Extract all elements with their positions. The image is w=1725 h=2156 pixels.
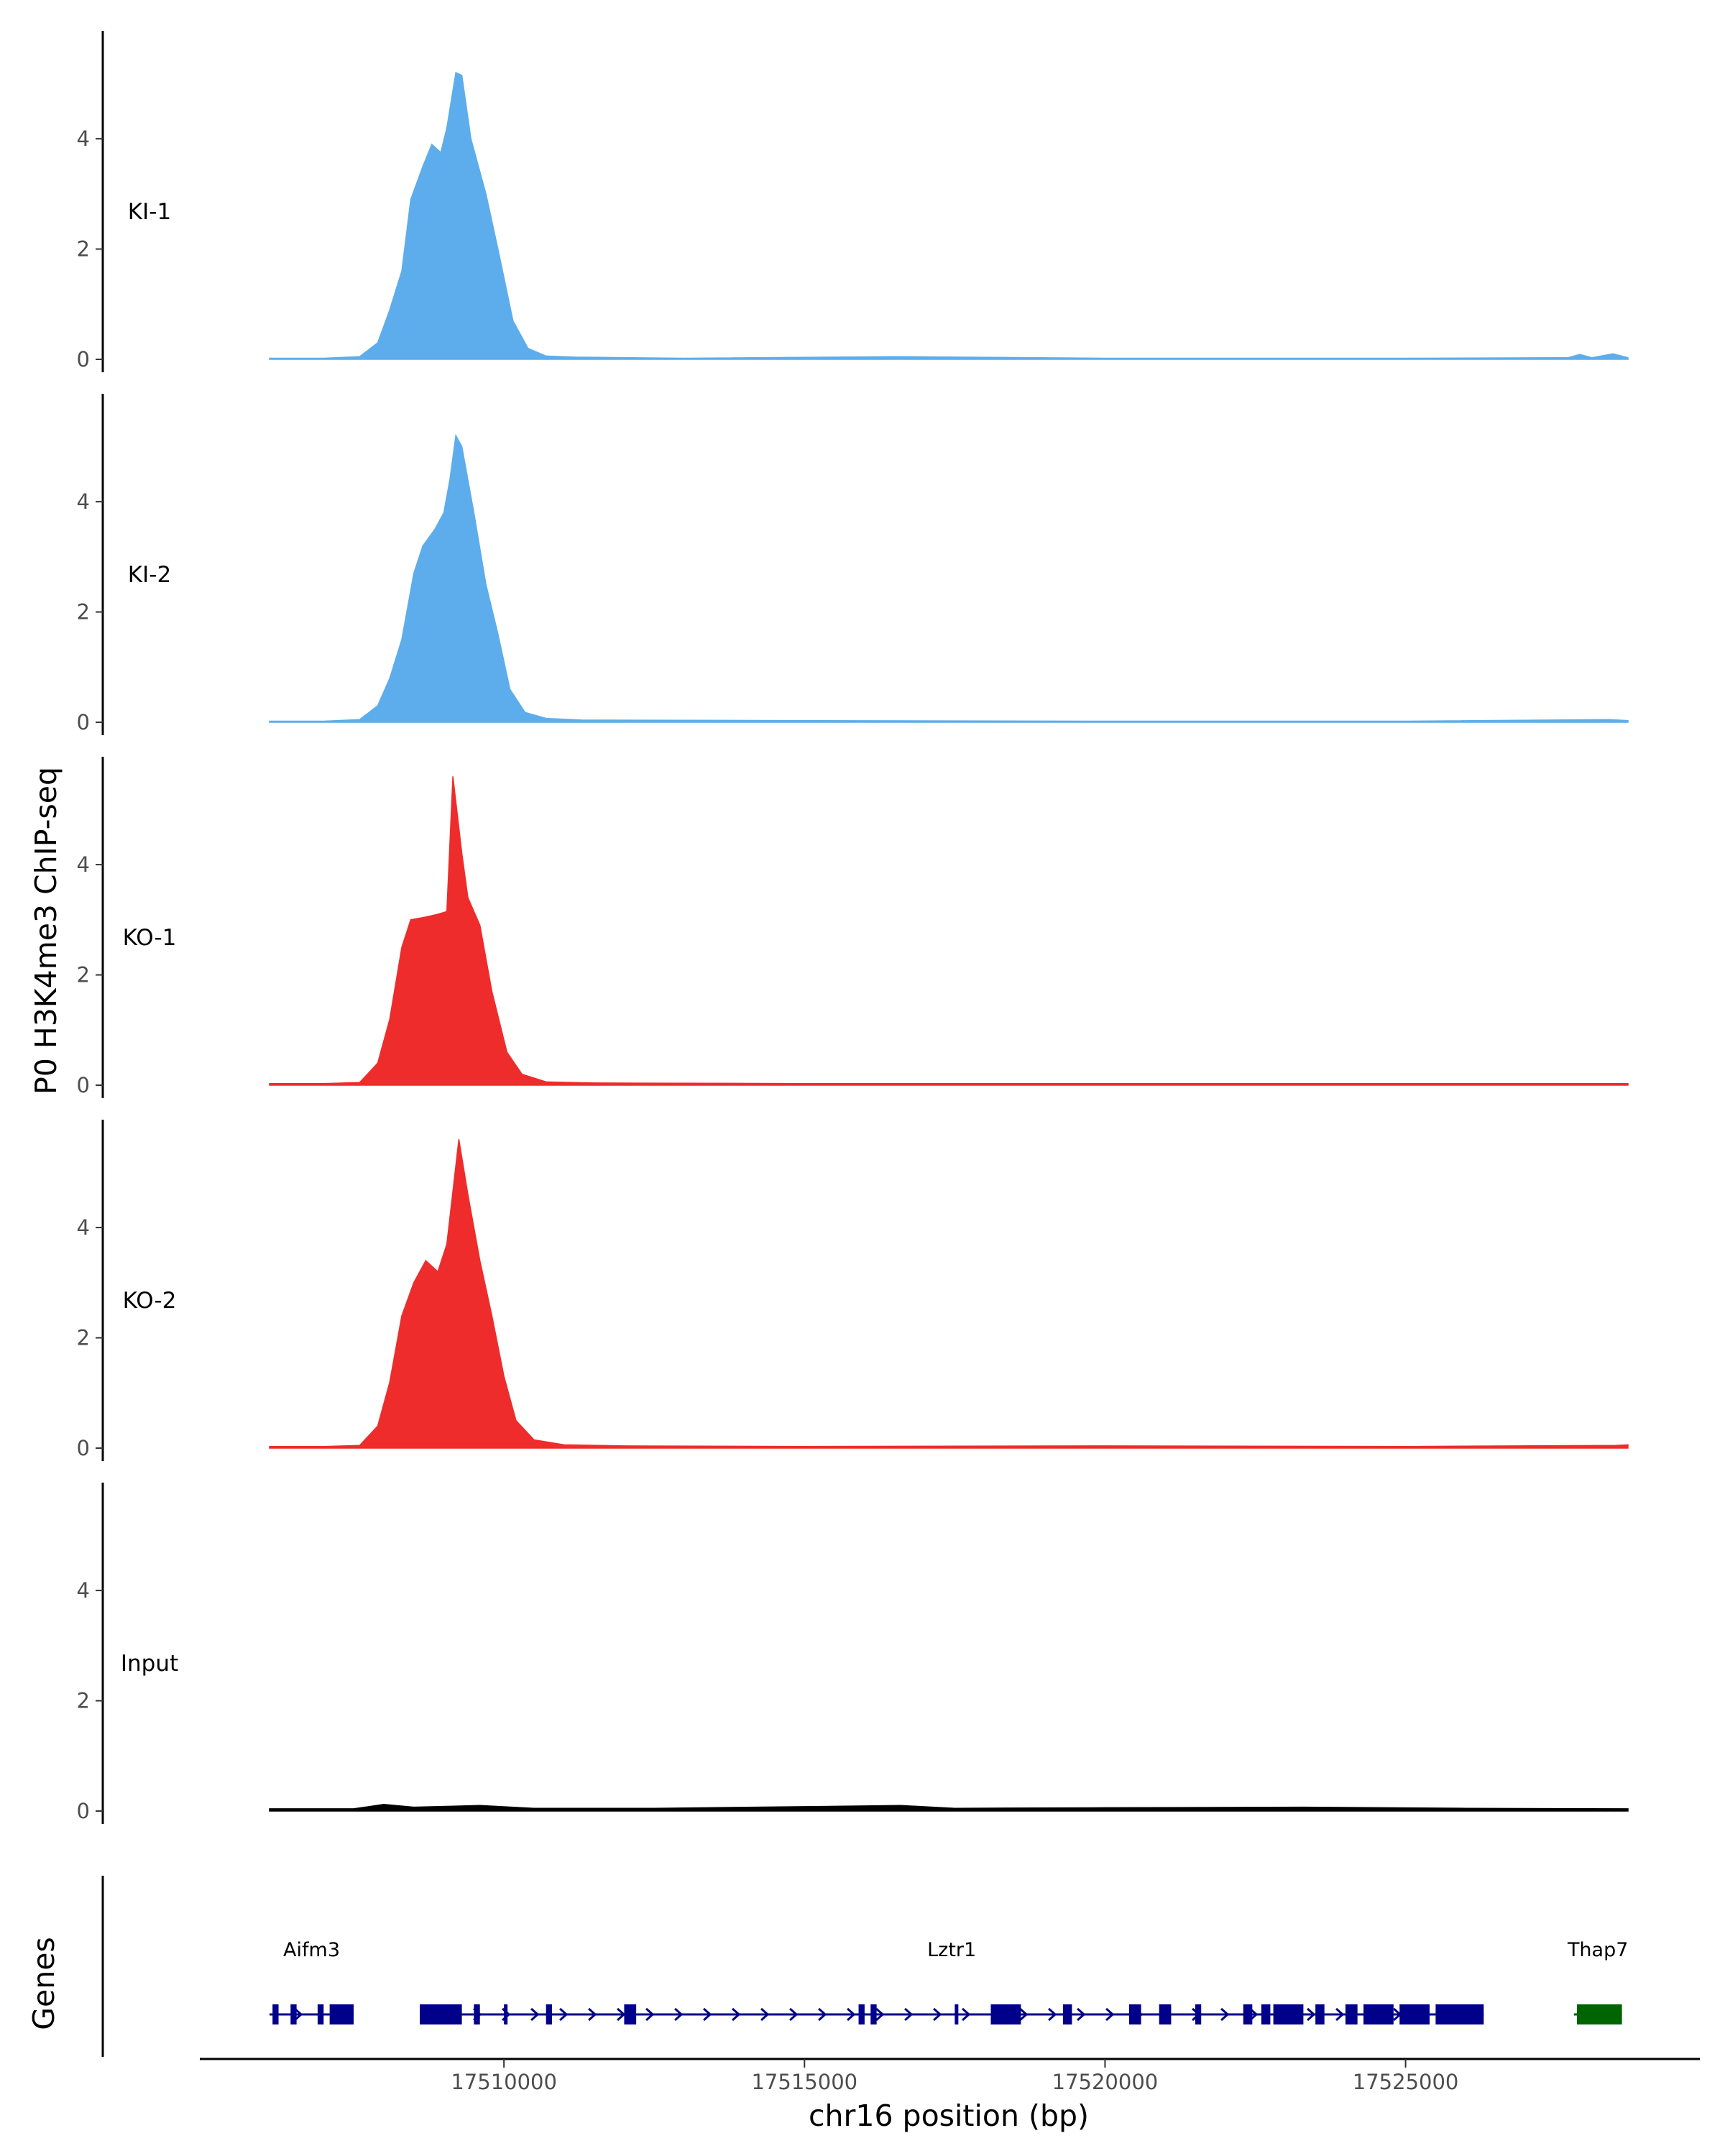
coverage-area — [269, 1139, 1629, 1449]
gene-exon — [1273, 2004, 1304, 2024]
strand-chevron — [760, 2007, 770, 2022]
gene-exon — [954, 2004, 959, 2024]
coverage-area — [269, 776, 1629, 1086]
gene-exon — [1576, 2004, 1622, 2024]
y-tick-label: 0 — [77, 1073, 90, 1097]
strand-chevron — [1077, 2007, 1086, 2022]
track-panel: 0 2 4 Input — [77, 1483, 1629, 1824]
strand-chevron — [1019, 2007, 1029, 2022]
x-axis-title: chr16 position (bp) — [809, 2099, 1089, 2133]
gene-model: Lztr1 — [420, 1939, 1484, 2024]
strand-chevron — [617, 2007, 626, 2022]
gene-track-label: Genes — [27, 1937, 61, 2030]
track-panel: 0 2 4 KO-2 — [77, 1120, 1629, 1461]
gene-exon — [990, 2004, 1021, 2024]
strand-chevron — [904, 2007, 914, 2022]
gene-name-label: Lztr1 — [927, 1939, 976, 1961]
track-name-label: KI-1 — [128, 199, 171, 225]
strand-chevron — [1220, 2007, 1230, 2022]
y-tick-label: 0 — [77, 347, 90, 372]
gene-exon — [1243, 2004, 1253, 2024]
strand-chevron — [1048, 2007, 1057, 2022]
x-tick-label: 17510000 — [451, 2070, 557, 2094]
y-tick-label: 2 — [77, 600, 90, 625]
gene-name-label: Aifm3 — [283, 1939, 340, 1961]
y-tick-label: 4 — [77, 1578, 90, 1603]
y-tick-label: 4 — [77, 489, 90, 514]
gene-exon — [317, 2004, 324, 2024]
track-panel: 0 2 4 KI-2 — [77, 394, 1629, 735]
strand-chevron — [588, 2007, 597, 2022]
strand-chevron — [875, 2007, 885, 2022]
strand-chevron — [1307, 2007, 1316, 2022]
gene-exon — [290, 2004, 297, 2024]
y-tick-label: 4 — [77, 852, 90, 877]
gene-exon — [1315, 2004, 1325, 2024]
gene-exon — [1399, 2004, 1430, 2024]
track-panel: 0 2 4 KI-1 — [77, 31, 1629, 372]
track-name-label: KI-2 — [128, 562, 171, 588]
y-tick-label: 0 — [77, 710, 90, 734]
strand-chevron — [530, 2007, 540, 2022]
strand-chevron — [818, 2007, 827, 2022]
gene-exon — [474, 2004, 480, 2024]
y-tick-label: 2 — [77, 1689, 90, 1713]
strand-chevron — [847, 2007, 856, 2022]
gene-exon — [1345, 2004, 1358, 2024]
y-tick-label: 4 — [77, 1215, 90, 1240]
strand-chevron — [703, 2007, 712, 2022]
gene-exon — [624, 2004, 637, 2024]
strand-chevron — [1335, 2007, 1345, 2022]
y-tick-label: 4 — [77, 126, 90, 151]
gene-exon — [870, 2004, 877, 2024]
strand-chevron — [789, 2007, 799, 2022]
gene-exon — [329, 2004, 354, 2024]
gene-exon — [1128, 2004, 1141, 2024]
x-tick-label: 17525000 — [1353, 2070, 1459, 2094]
gene-model: Aifm3 — [270, 1939, 354, 2024]
gene-exon — [1363, 2004, 1394, 2024]
gene-exon — [1195, 2004, 1202, 2024]
y-tick-label: 0 — [77, 1436, 90, 1460]
gene-exon — [1062, 2004, 1072, 2024]
strand-chevron — [294, 2007, 303, 2022]
gene-exon — [272, 2004, 279, 2024]
track-name-label: KO-1 — [123, 925, 177, 951]
strand-chevron — [674, 2007, 684, 2022]
strand-chevron — [1105, 2007, 1115, 2022]
gene-exon — [1261, 2004, 1271, 2024]
strand-chevron — [933, 2007, 942, 2022]
strand-chevron — [962, 2007, 971, 2022]
y-axis-title: P0 H3K4me3 ChIP-seq — [29, 767, 63, 1095]
strand-chevron — [559, 2007, 569, 2022]
coverage-area — [269, 1804, 1629, 1812]
strand-chevron — [732, 2007, 741, 2022]
track-panel: 0 2 4 KO-1 — [77, 757, 1629, 1098]
gene-exon — [546, 2004, 553, 2024]
y-tick-label: 0 — [77, 1799, 90, 1823]
coverage-panels: 0 2 4 KI-1 0 2 4 KI-2 0 2 4 KO-1 0 2 4 KO-2 0 2 4 Input — [77, 31, 1629, 1824]
gene-exon — [1159, 2004, 1172, 2024]
x-axis: chr16 position (bp) 17510000 17515000 1752… — [200, 2058, 1700, 2133]
gene-name-label: Thap7 — [1567, 1939, 1628, 1961]
strand-chevron — [645, 2007, 655, 2022]
gene-exon — [504, 2004, 508, 2024]
gene-exon — [420, 2004, 462, 2024]
y-tick-label: 2 — [77, 963, 90, 987]
gene-track-panel: Genes Aifm3 Lztr1 Thap7 — [27, 1876, 1628, 2057]
track-name-label: Input — [121, 1651, 178, 1677]
x-tick-label: 17520000 — [1052, 2070, 1159, 2094]
y-tick-label: 2 — [77, 1326, 90, 1350]
y-tick-label: 2 — [77, 237, 90, 262]
gene-model: Thap7 — [1567, 1939, 1628, 2024]
gene-exon — [858, 2004, 865, 2024]
track-name-label: KO-2 — [123, 1288, 177, 1314]
x-tick-label: 17515000 — [751, 2070, 857, 2094]
coverage-area — [269, 433, 1629, 723]
gene-exon — [1435, 2004, 1484, 2024]
coverage-area — [269, 71, 1629, 360]
